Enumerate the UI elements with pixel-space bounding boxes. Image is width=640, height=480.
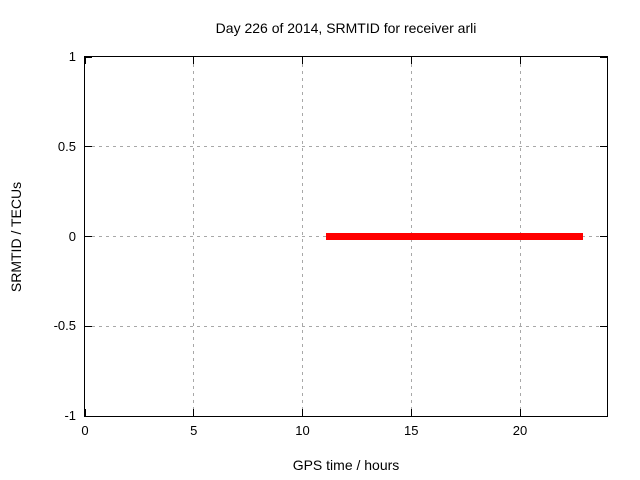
tick-mark-left [85,415,92,417]
tick-mark-bottom [410,409,412,416]
tick-mark-top [84,57,86,64]
x-tick-label: 20 [512,423,528,438]
y-tick-label: 0.5 [57,138,76,154]
x-tick-label: 15 [404,423,419,438]
gridline-horizontal [85,325,607,327]
tick-mark-right [600,325,607,327]
y-tick-label: 0 [68,228,76,244]
y-tick-label: -1 [64,408,76,423]
y-tick-label: -0.5 [53,318,76,334]
tick-mark-top [410,57,412,64]
x-tick-label: 0 [81,423,89,438]
tick-mark-left [85,236,92,237]
tick-mark-bottom [193,409,195,416]
x-tick-label: 5 [190,423,198,438]
chart-title: Day 226 of 2014, SRMTID for receiver arl… [215,20,477,36]
tick-mark-top [519,57,521,64]
plot-area [84,56,608,417]
tick-mark-bottom [302,409,303,416]
tick-mark-top [302,57,303,64]
series-srmtid-line [326,233,584,240]
tick-mark-bottom [519,409,521,416]
tick-mark-bottom [84,409,86,416]
x-tick-label: 10 [295,423,310,438]
tick-mark-left [85,146,92,148]
tick-mark-right [600,236,607,237]
tick-mark-right [600,146,607,148]
tick-mark-right [600,56,607,58]
x-axis-label: GPS time / hours [292,457,400,473]
tick-mark-left [85,325,92,327]
y-tick-label: 1 [68,49,76,64]
gridline-horizontal [85,146,607,148]
tick-mark-left [85,56,92,58]
tick-mark-top [193,57,195,64]
tick-mark-right [600,415,607,417]
